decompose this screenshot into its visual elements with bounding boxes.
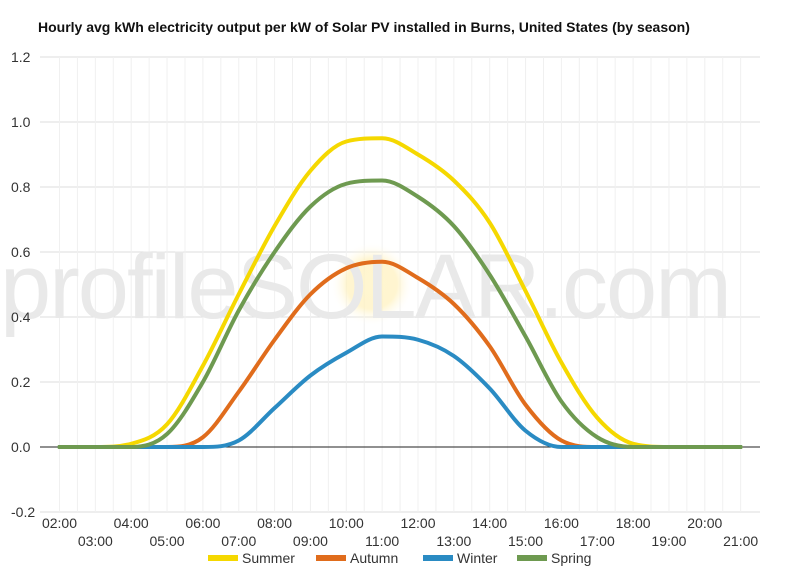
chart-title: Hourly avg kWh electricity output per kW…	[38, 19, 690, 35]
y-tick-label: 0.8	[11, 179, 31, 195]
y-tick-label: 0.2	[11, 374, 31, 390]
x-tick-label: 06:00	[185, 515, 220, 531]
x-tick-label: 13:00	[436, 533, 471, 549]
y-tick-label: -0.2	[11, 504, 35, 520]
y-tick-label: 0.0	[11, 439, 31, 455]
x-tick-label: 11:00	[365, 533, 399, 549]
x-tick-label: 02:00	[42, 515, 77, 531]
legend-swatch-spring	[517, 555, 547, 561]
x-tick-label: 17:00	[580, 533, 615, 549]
series-line-spring	[57, 178, 743, 449]
legend-label-summer: Summer	[242, 550, 295, 566]
watermark: profileSOLAR.com	[0, 236, 732, 338]
x-tick-label: 16:00	[544, 515, 579, 531]
legend-label-spring: Spring	[551, 550, 591, 566]
legend-label-winter: Winter	[457, 550, 498, 566]
x-tick-label: 04:00	[114, 515, 149, 531]
watermark-text: profileSOLAR.com	[0, 236, 730, 338]
x-tick-label: 07:00	[221, 533, 256, 549]
y-tick-label: 1.2	[11, 49, 31, 65]
x-tick-label: 18:00	[616, 515, 651, 531]
series-line-summer	[57, 136, 743, 449]
x-tick-label: 21:00	[723, 533, 758, 549]
x-tick-label: 05:00	[150, 533, 185, 549]
y-tick-label: 0.6	[11, 244, 31, 260]
legend-label-autumn: Autumn	[350, 550, 398, 566]
legend-swatch-autumn	[316, 555, 346, 561]
x-tick-label: 20:00	[687, 515, 722, 531]
x-tick-label: 19:00	[651, 533, 686, 549]
legend-swatch-summer	[208, 555, 238, 561]
x-tick-label: 12:00	[400, 515, 435, 531]
x-tick-label: 14:00	[472, 515, 507, 531]
x-tick-label: 08:00	[257, 515, 292, 531]
legend-swatch-winter	[423, 555, 453, 561]
x-tick-label: 15:00	[508, 533, 543, 549]
x-tick-label: 03:00	[78, 533, 113, 549]
x-tick-label: 10:00	[329, 515, 364, 531]
y-tick-label: 1.0	[11, 114, 31, 130]
x-tick-label: 09:00	[293, 533, 328, 549]
y-tick-label: 0.4	[11, 309, 31, 325]
